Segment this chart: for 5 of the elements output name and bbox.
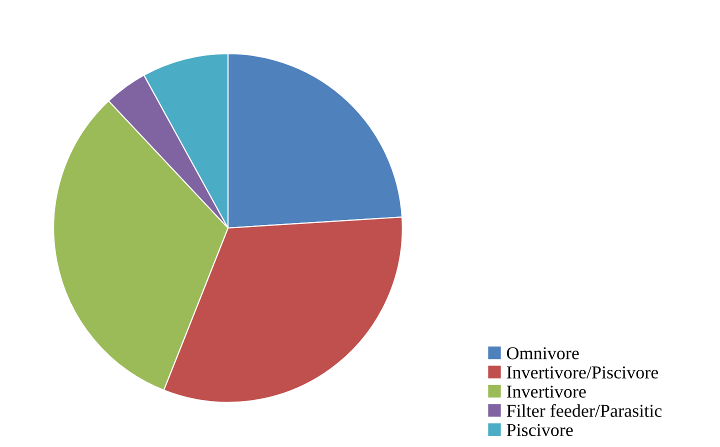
legend-label: Invertivore xyxy=(506,386,586,398)
legend-label: Invertivore/Piscivore xyxy=(506,366,658,379)
legend-label: Filter feeder/Parasitic xyxy=(506,404,662,417)
legend-label: Omnivore xyxy=(506,347,579,360)
legend-label: Piscivore xyxy=(506,424,573,436)
